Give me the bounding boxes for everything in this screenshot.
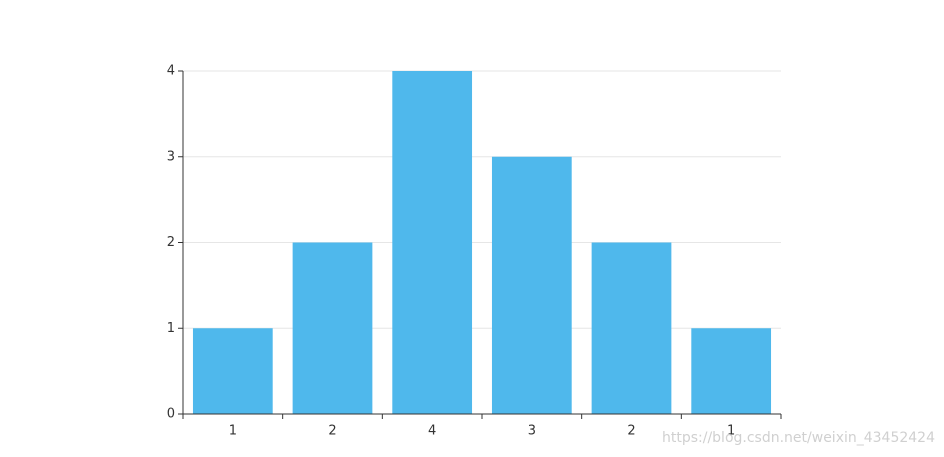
x-tick-label: 4: [428, 424, 436, 439]
bar: [491, 156, 572, 414]
bar: [691, 328, 772, 414]
y-tick-label: 2: [167, 235, 175, 250]
x-tick-label: 1: [229, 424, 237, 439]
x-tick-label: 2: [627, 424, 635, 439]
bar: [591, 242, 672, 414]
y-tick-label: 3: [167, 149, 175, 164]
bar: [192, 328, 273, 414]
y-tick-label: 1: [167, 321, 175, 336]
bar: [392, 71, 473, 414]
watermark: https://blog.csdn.net/weixin_43452424: [662, 430, 935, 446]
x-tick-label: 1: [727, 424, 735, 439]
y-tick-label: 4: [167, 64, 175, 79]
bar: [292, 242, 373, 414]
x-tick-label: 2: [328, 424, 336, 439]
y-tick-label: 0: [167, 407, 175, 422]
x-tick-label: 3: [528, 424, 536, 439]
